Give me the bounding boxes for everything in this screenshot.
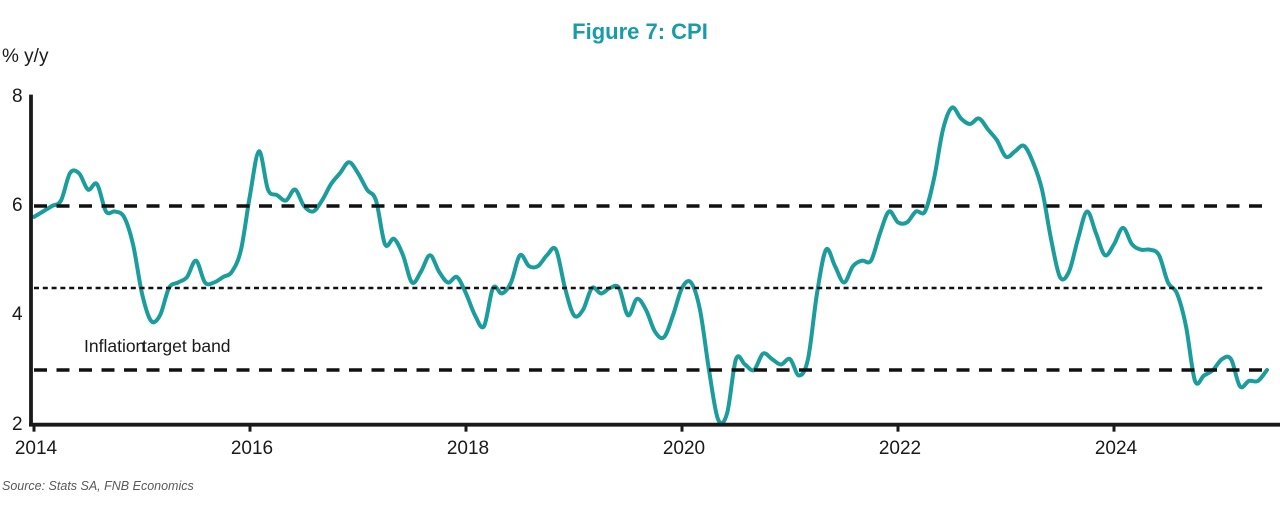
y-axis-unit-label: % y/y — [2, 46, 49, 67]
x-tick-label-2024: 2024 — [1094, 438, 1138, 459]
y-tick-label-4: 4 — [12, 304, 23, 326]
x-tick-label-2020: 2020 — [662, 438, 706, 459]
x-tick-label-2022: 2022 — [878, 438, 922, 459]
x-tick-label-2014: 2014 — [14, 438, 58, 459]
source-note: Source: Stats SA, FNB Economics — [2, 479, 194, 493]
axes — [29, 94, 1280, 427]
y-tick-label-2: 2 — [12, 413, 23, 435]
cpi-series-line — [32, 105, 1269, 426]
inflation-target-band-label-left: Inflation — [84, 336, 146, 356]
reference-lines — [34, 204, 1266, 372]
inflation-target-band-label-right: target band — [142, 336, 231, 356]
x-tick-label-2018: 2018 — [446, 438, 490, 459]
y-tick-label-6: 6 — [12, 195, 23, 216]
y-tick-label-8: 8 — [12, 85, 23, 107]
x-axis-tick-marks — [32, 424, 1116, 432]
chart-title: Figure 7: CPI — [572, 19, 708, 44]
x-tick-label-2016: 2016 — [230, 438, 274, 459]
